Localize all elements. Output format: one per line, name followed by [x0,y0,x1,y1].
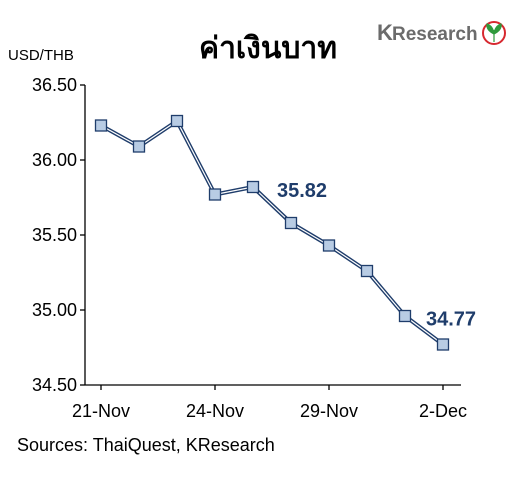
data-point [322,239,336,252]
logo-research-text: Research [392,24,478,45]
data-point [132,140,146,153]
data-labels: 35.82 34.77 [277,180,476,331]
data-point [436,338,450,351]
data-point [170,114,184,128]
data-point [360,264,374,278]
x-ticks: 21-Nov 24-Nov 29-Nov 2-Dec [72,385,467,421]
x-tick-label: 2-Dec [419,401,467,421]
series-line [100,119,445,347]
data-point [94,119,108,132]
data-point [246,180,260,194]
kresearch-logo: K Research [377,20,506,45]
logo-k-letter: K [377,20,393,45]
series-line-highlight [100,120,444,345]
data-point [398,309,412,323]
y-ticks: 36.50 36.00 35.50 35.00 34.50 [32,75,85,395]
kasikorn-leaf-icon [482,21,506,45]
series-group [94,114,450,351]
data-label: 35.82 [277,180,327,202]
chart-title: ค่าเงินบาท [199,31,337,66]
x-tick-label: 21-Nov [72,401,130,421]
data-label: 34.77 [426,309,476,331]
y-tick-label: 35.50 [32,225,77,245]
x-tick-label: 29-Nov [300,401,358,421]
y-tick-label: 34.50 [32,375,77,395]
data-point [284,216,298,230]
y-tick-label: 36.50 [32,75,77,95]
x-tick-label: 24-Nov [186,401,244,421]
y-axis-label: USD/THB [8,47,74,64]
y-tick-label: 36.00 [32,150,77,170]
y-tick-label: 35.00 [32,300,77,320]
data-point [208,188,222,201]
source-note: Sources: ThaiQuest, KResearch [17,435,275,455]
